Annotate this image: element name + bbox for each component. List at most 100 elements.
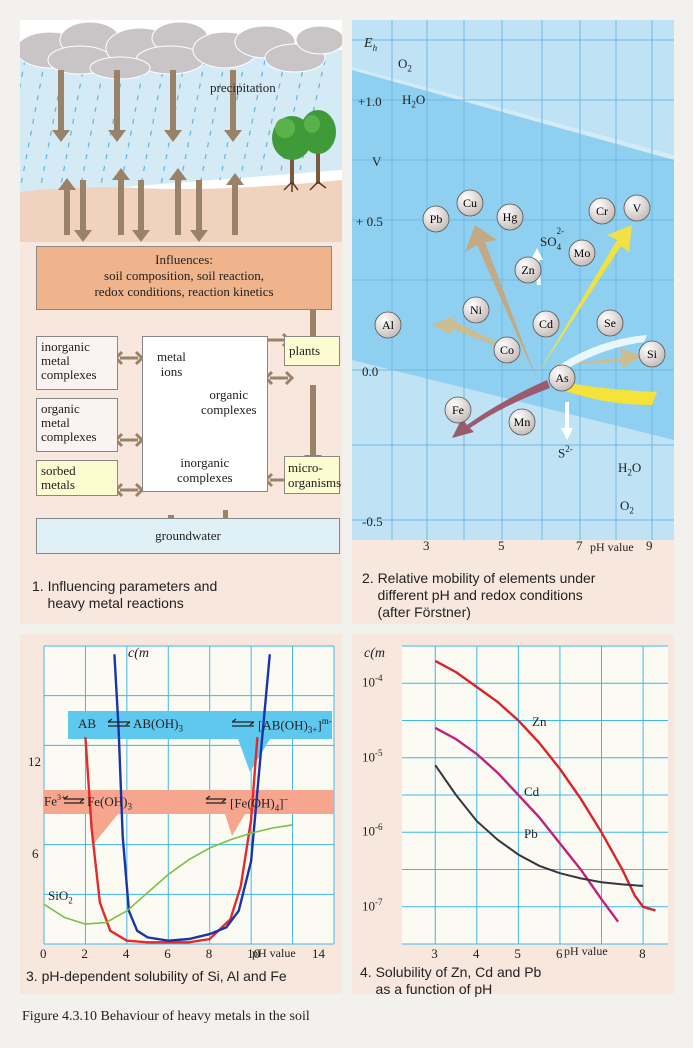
element-label-cd: Cd: [539, 317, 553, 331]
element-label-si: Si: [647, 347, 658, 361]
element-label-al: Al: [382, 318, 395, 332]
p3-sio2-label: SiO2: [48, 888, 73, 906]
element-label-se: Se: [604, 316, 616, 330]
p3-tick-x-0: 0: [40, 946, 47, 961]
p4-tick-x-4: 4: [472, 946, 480, 961]
element-label-cu: Cu: [463, 196, 477, 210]
sulfate-label: SO 4 2-: [540, 226, 565, 252]
p3-tick-x-4: 4: [122, 946, 130, 961]
tick-x-1: 3: [423, 538, 430, 553]
sulfide-label: S2-: [558, 444, 573, 461]
precipitation-label: precipitation: [210, 80, 276, 95]
influences-title: Influences:: [155, 252, 213, 267]
element-label-hg: Hg: [503, 210, 518, 224]
element-si: Si: [638, 340, 666, 368]
p3-tick-x-2: 2: [81, 946, 88, 961]
element-label-v: V: [633, 201, 642, 215]
panel-4-solubility-zn-cd-pb: c(m 10-4 10-5 10-6 10-7 3 4 5 6 8 Zn Cd Pb pH v…: [352, 634, 674, 997]
tick-y-2: + 0.5: [356, 214, 383, 229]
influences-box: Influences: soil composition, soil react…: [36, 246, 332, 310]
sorbed-metals-box: sorbed metals: [36, 460, 118, 496]
tick-y-3: 0.0: [362, 364, 379, 379]
influences-line1: soil composition, soil reaction,: [104, 268, 264, 283]
p4-tick-y-1: 10-5: [362, 747, 383, 765]
tick-x-2: 5: [498, 538, 505, 553]
p4-tick-x-5: 5: [514, 946, 521, 961]
downward-arrows: [52, 70, 242, 242]
p4-tick-y-0: 10-4: [362, 673, 383, 690]
element-label-zn: Zn: [521, 263, 534, 277]
organic-complexes-label: organic: [209, 387, 249, 402]
solubility-chart-3: [43, 645, 335, 945]
p3-fe-oh3-label: Fe(OH)3: [87, 794, 132, 812]
p3-y-axis-label: c(m: [128, 646, 149, 661]
p3-ab-label: AB: [78, 716, 97, 731]
p3-ab-complex-label: [AB(OH)3+]m-: [258, 716, 332, 735]
element-label-mo: Mo: [574, 246, 591, 260]
mobility-arrows: [432, 225, 657, 438]
element-v: V: [623, 194, 651, 222]
element-label-co: Co: [500, 343, 514, 357]
cd-curve: [434, 726, 620, 923]
p4-zn-label: Zn: [532, 714, 547, 729]
inorganic-complexes-label: inorganic: [180, 455, 230, 470]
element-label-ni: Ni: [470, 303, 483, 317]
tick-x-4: 9: [646, 538, 653, 553]
element-label-mn: Mn: [514, 415, 531, 429]
solubility-chart-4: [402, 645, 668, 945]
h2o-bottom-label: H2O: [618, 460, 642, 478]
tick-x-3: 7: [576, 538, 583, 553]
pb-curve: [434, 764, 644, 887]
h2o-top-label: H2O: [402, 92, 426, 110]
p4-pb-label: Pb: [524, 826, 538, 841]
p3-fe-oh4-label: [Fe(OH)4]–: [230, 794, 289, 813]
figure-caption: Figure 4.3.10 Behaviour of heavy metals …: [22, 1009, 310, 1024]
panel-3-solubility-si-al-fe: c(m AB AB(OH)3 [AB(OH)3+]m- 12 Fe3+ Fe(O…: [20, 634, 342, 994]
influences-line2: redox conditions, reaction kinetics: [94, 284, 274, 299]
element-label-fe: Fe: [452, 403, 464, 417]
element-zn: Zn: [514, 256, 542, 284]
microorganisms-box: micro- organisms: [284, 456, 341, 494]
element-cd: Cd: [532, 310, 560, 338]
p4-tick-x-6: 6: [555, 946, 563, 961]
element-hg: Hg: [496, 203, 524, 231]
element-se: Se: [596, 309, 624, 337]
si-curve: [43, 824, 293, 925]
o2-top-label: O2: [398, 56, 412, 74]
p4-y-axis-label: c(m: [364, 646, 385, 661]
eh-ph-diagram: Pb Cu Hg Cr V Mo Zn Ni Cd Se Al Co As Si Fe Mn: [352, 20, 674, 540]
element-al: Al: [374, 311, 402, 339]
panel-2-caption: 2. Relative mobility of elements under d…: [362, 570, 596, 620]
panel-3-caption: 3. pH-dependent solubility of Si, Al and…: [26, 968, 287, 984]
plants-box: plants: [284, 336, 340, 366]
cloud-shapes: [20, 21, 342, 80]
p3-tick-x-6: 6: [164, 946, 171, 961]
p3-tick-x-14: 14: [312, 946, 325, 961]
o2-bottom-label: O2: [620, 498, 634, 516]
tick-y-4: -0.5: [362, 514, 383, 529]
p3-ab-oh3-label: AB(OH)3: [133, 716, 183, 734]
p3-tick-x-10: 10: [247, 946, 261, 961]
element-fe: Fe: [444, 396, 472, 424]
element-pb: Pb: [422, 205, 450, 233]
organic-metal-complexes-box: organic metal complexes: [36, 398, 118, 452]
upward-arrows: [58, 168, 244, 235]
p4-tick-x-3: 3: [431, 946, 438, 961]
element-mo: Mo: [568, 239, 596, 267]
v-unit-label: V: [372, 154, 382, 169]
p3-tick-y-12: 12: [28, 754, 41, 769]
zn-curve: [434, 659, 656, 912]
element-cu: Cu: [456, 189, 484, 217]
tick-y-1: +1.0: [358, 94, 382, 109]
metal-ions-label: metal: [157, 349, 186, 364]
p3-fe3-label: Fe3+: [44, 793, 66, 809]
metal-ions-center-box: metal ions organic complexes inorganic c…: [142, 336, 268, 492]
element-label-as: As: [555, 371, 569, 385]
p4-cd-label: Cd: [524, 784, 540, 799]
element-co: Co: [493, 336, 521, 364]
p3-ph-value-label: pH value: [252, 946, 296, 960]
panel-2-mobility: Pb Cu Hg Cr V Mo Zn Ni Cd Se Al Co As Si Fe Mn Eh O2 +1…: [352, 20, 674, 624]
panel-1-soil-processes: precipitation Influences: soil compositi…: [20, 20, 342, 624]
element-cr: Cr: [588, 197, 616, 225]
p4-tick-x-8: 8: [639, 946, 646, 961]
